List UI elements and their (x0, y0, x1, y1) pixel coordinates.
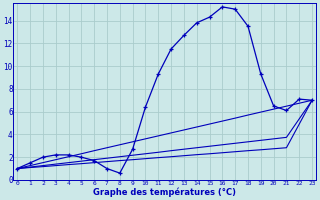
X-axis label: Graphe des températures (°C): Graphe des températures (°C) (93, 187, 236, 197)
